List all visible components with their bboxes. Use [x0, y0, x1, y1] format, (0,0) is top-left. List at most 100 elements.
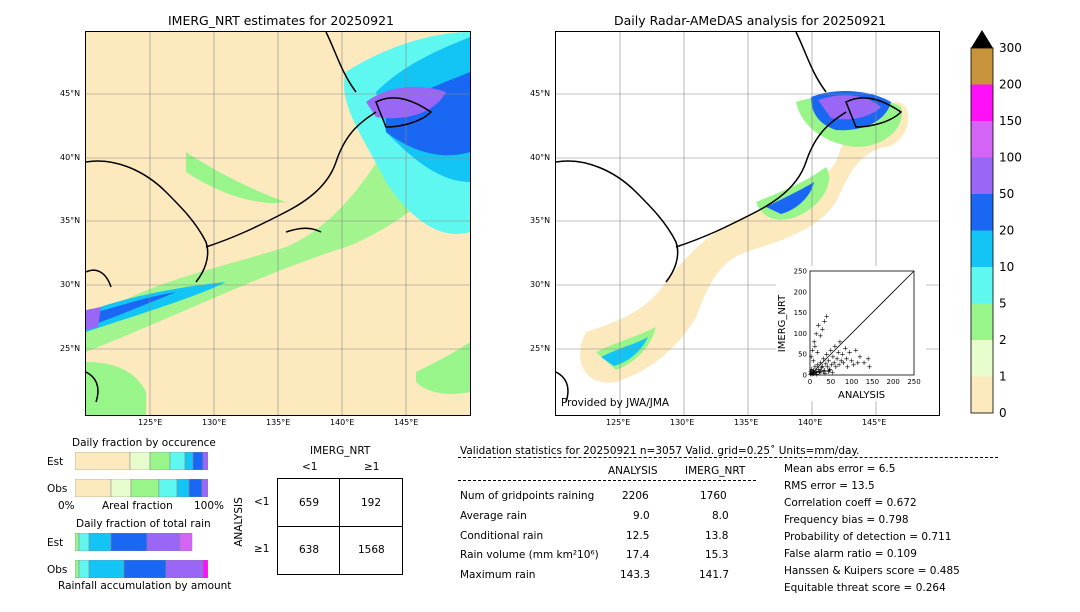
scatter-point: + — [824, 351, 830, 359]
scatter-point: + — [822, 317, 828, 325]
right-lon-label: 130°E — [670, 418, 695, 427]
right-lon-label: 145°E — [862, 418, 887, 427]
scatter-point: + — [820, 355, 826, 363]
scatter-x-tick: 150 — [866, 378, 879, 386]
contingency-cell: 638 — [299, 544, 320, 556]
colorbar-segment — [971, 121, 993, 158]
scatter-point: + — [814, 370, 820, 378]
scatter-point: + — [845, 363, 851, 371]
left-map — [85, 31, 471, 416]
scatter-point: + — [810, 357, 816, 365]
scatter-point: + — [853, 347, 859, 355]
validation-row-imerg: 141.7 — [699, 569, 730, 581]
scatter-point: + — [840, 359, 846, 367]
score-line: Probability of detection = 0.711 — [784, 531, 952, 543]
contingency-col-label: ≥1 — [364, 461, 380, 473]
score-line: Equitable threat score = 0.264 — [784, 582, 946, 594]
scatter-point: + — [828, 347, 834, 355]
scatter-point: + — [847, 349, 853, 357]
contingency-cell: 659 — [299, 497, 320, 509]
left-lon-label: 130°E — [202, 418, 227, 427]
colorbar-label: 2 — [999, 333, 1007, 347]
scatter-point: + — [811, 370, 817, 378]
right-lon-label: 140°E — [798, 418, 823, 427]
occurrence-axis-right: 100% — [194, 500, 225, 512]
scatter-point: + — [817, 359, 823, 367]
colorbar-segment — [971, 48, 993, 85]
scatter-point: + — [811, 369, 817, 377]
scatter-point: + — [867, 363, 873, 371]
scatter-point: + — [831, 359, 837, 367]
left-lat-label: 40°N — [60, 153, 81, 162]
validation-row-analysis: 9.0 — [633, 510, 650, 522]
validation-row-label: Maximum rain — [460, 569, 536, 581]
contingency-row-header: ANALYSIS — [232, 497, 245, 547]
occurrence-axis-mid: Areal fraction — [102, 500, 173, 512]
colorbar-segment — [971, 376, 993, 413]
scatter-plot: ++++++++++++++++++++++++++++++++++++++++… — [794, 268, 921, 387]
left-lon-label: 125°E — [138, 418, 163, 427]
scatter-point: + — [812, 342, 818, 350]
occurrence-axis-left: 0% — [58, 500, 75, 512]
contingency-row-label: ≥1 — [254, 543, 270, 555]
scatter-point: + — [812, 363, 818, 371]
scatter-point: + — [813, 369, 819, 377]
validation-row-analysis: 2206 — [622, 490, 649, 502]
scatter-point: + — [837, 338, 843, 346]
left-lon-label: 140°E — [330, 418, 355, 427]
scatter-point: + — [809, 370, 815, 378]
colorbar-label: 1 — [999, 370, 1007, 384]
scatter-inset: + + + + + + + + + + + + + + + + + + + + + + + + + + + + + + + + + + + + + + + +… — [776, 266, 926, 401]
scatter-point: + — [830, 353, 836, 361]
validation-row-analysis: 12.5 — [626, 530, 650, 542]
validation-row-imerg: 15.3 — [705, 549, 729, 561]
scatter-point: + — [830, 369, 836, 377]
score-line: Correlation coeff = 0.672 — [784, 497, 917, 509]
scatter-point: + — [861, 359, 867, 367]
validation-col-imerg: IMERG_NRT — [685, 465, 746, 477]
colorbar-label: 100 — [999, 151, 1022, 165]
contingency-cell: 1568 — [358, 544, 385, 556]
right-lon-label: 125°E — [606, 418, 631, 427]
total-rain-row-obs: Obs — [47, 564, 68, 576]
left-lat-label: 35°N — [60, 216, 81, 225]
validation-row-label: Conditional rain — [460, 530, 544, 542]
colorbar-segment — [971, 84, 993, 121]
scatter-point: + — [815, 322, 821, 330]
left-lat-label: 25°N — [60, 344, 81, 353]
scatter-point: + — [808, 353, 814, 361]
scatter-point: + — [825, 368, 831, 376]
scatter-x-tick: 50 — [826, 378, 835, 386]
right-lat-label: 25°N — [530, 344, 551, 353]
scatter-y-tick: 0 — [803, 372, 807, 380]
left-lon-label: 145°E — [394, 418, 419, 427]
right-map — [555, 31, 940, 416]
contingency-table: 659 192 638 1568 — [277, 478, 403, 575]
occurrence-row-est: Est — [47, 456, 64, 468]
scatter-x-tick: 200 — [887, 378, 900, 386]
right-lat-label: 45°N — [530, 89, 551, 98]
scatter-point: + — [822, 367, 828, 375]
colorbar-segment — [971, 157, 993, 194]
scatter-point: + — [834, 355, 840, 363]
colorbar-label: 20 — [999, 224, 1014, 238]
scatter-point: + — [818, 367, 824, 375]
colorbar-svg: 0 1 2 5 10 20 50 100 150 200 300 — [970, 30, 1022, 420]
validation-header: Validation statistics for 20250921 n=305… — [460, 445, 860, 457]
scatter-point: + — [840, 351, 846, 359]
scatter-point: + — [823, 360, 829, 368]
score-line: Frequency bias = 0.798 — [784, 514, 909, 526]
colorbar-label: 10 — [999, 260, 1014, 274]
left-map-title: IMERG_NRT estimates for 20250921 — [168, 13, 395, 28]
right-lat-label: 40°N — [530, 153, 551, 162]
scatter-point: + — [810, 347, 816, 355]
scatter-point: + — [851, 361, 857, 369]
scatter-point: + — [813, 367, 819, 375]
scatter-point: + — [815, 361, 821, 369]
left-lat-label: 45°N — [60, 89, 81, 98]
scatter-point: + — [819, 364, 825, 372]
scatter-point: + — [826, 367, 832, 375]
scatter-point: + — [810, 367, 816, 375]
scatter-point: + — [820, 362, 826, 370]
total-rain-title: Daily fraction of total rain — [76, 518, 211, 530]
